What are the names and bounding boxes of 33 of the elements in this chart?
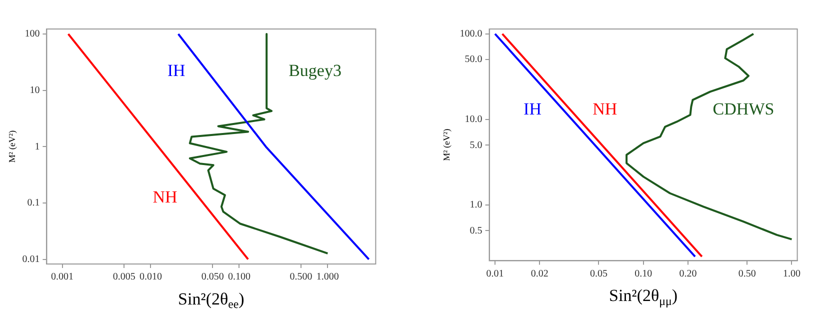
y-tick-label: 10.0 xyxy=(464,114,482,126)
y-tick-label: 0.01 xyxy=(22,254,40,265)
x-tick-label: 0.01 xyxy=(486,268,504,280)
y-tick-label: 10 xyxy=(30,84,40,96)
x-tick-label: 1.000 xyxy=(316,272,339,283)
series-label: Bugey3 xyxy=(288,60,342,80)
series-label: IH xyxy=(524,100,542,119)
x-tick-label: 0.05 xyxy=(590,268,608,280)
y-tick-label: 100 xyxy=(24,28,40,40)
y-tick-label: 1.0 xyxy=(470,200,482,211)
series-label: NH xyxy=(592,100,618,119)
series-label: IH xyxy=(167,60,186,80)
y-tick-label: 1 xyxy=(34,141,40,152)
x-tick-label: 0.20 xyxy=(679,268,697,280)
x-tick-label: 0.10 xyxy=(634,268,652,280)
x-tick-label: 0.100 xyxy=(228,272,250,283)
y-tick-label: 0.5 xyxy=(470,225,482,236)
x-tick-label: 1.00 xyxy=(782,268,800,280)
x-tick-label: 0.010 xyxy=(139,272,162,283)
series-label: NH xyxy=(152,188,178,207)
y-axis-title: M² (eV²) xyxy=(7,130,18,163)
y-tick-label: 50.0 xyxy=(464,54,482,66)
y-tick-label: 0.1 xyxy=(27,198,40,209)
x-tick-label: 0.001 xyxy=(51,272,74,283)
x-tick-label: 0.02 xyxy=(530,268,548,280)
y-axis-title: M² (eV²) xyxy=(442,128,452,161)
series-label: CDHWS xyxy=(712,100,774,119)
y-tick-label: 100.0 xyxy=(460,28,482,40)
y-tick-label: 5.0 xyxy=(470,140,482,151)
x-tick-label: 0.050 xyxy=(201,272,224,283)
x-tick-label: 0.500 xyxy=(290,272,312,283)
x-tick-label: 0.005 xyxy=(112,272,136,283)
x-tick-label: 0.50 xyxy=(738,268,756,280)
